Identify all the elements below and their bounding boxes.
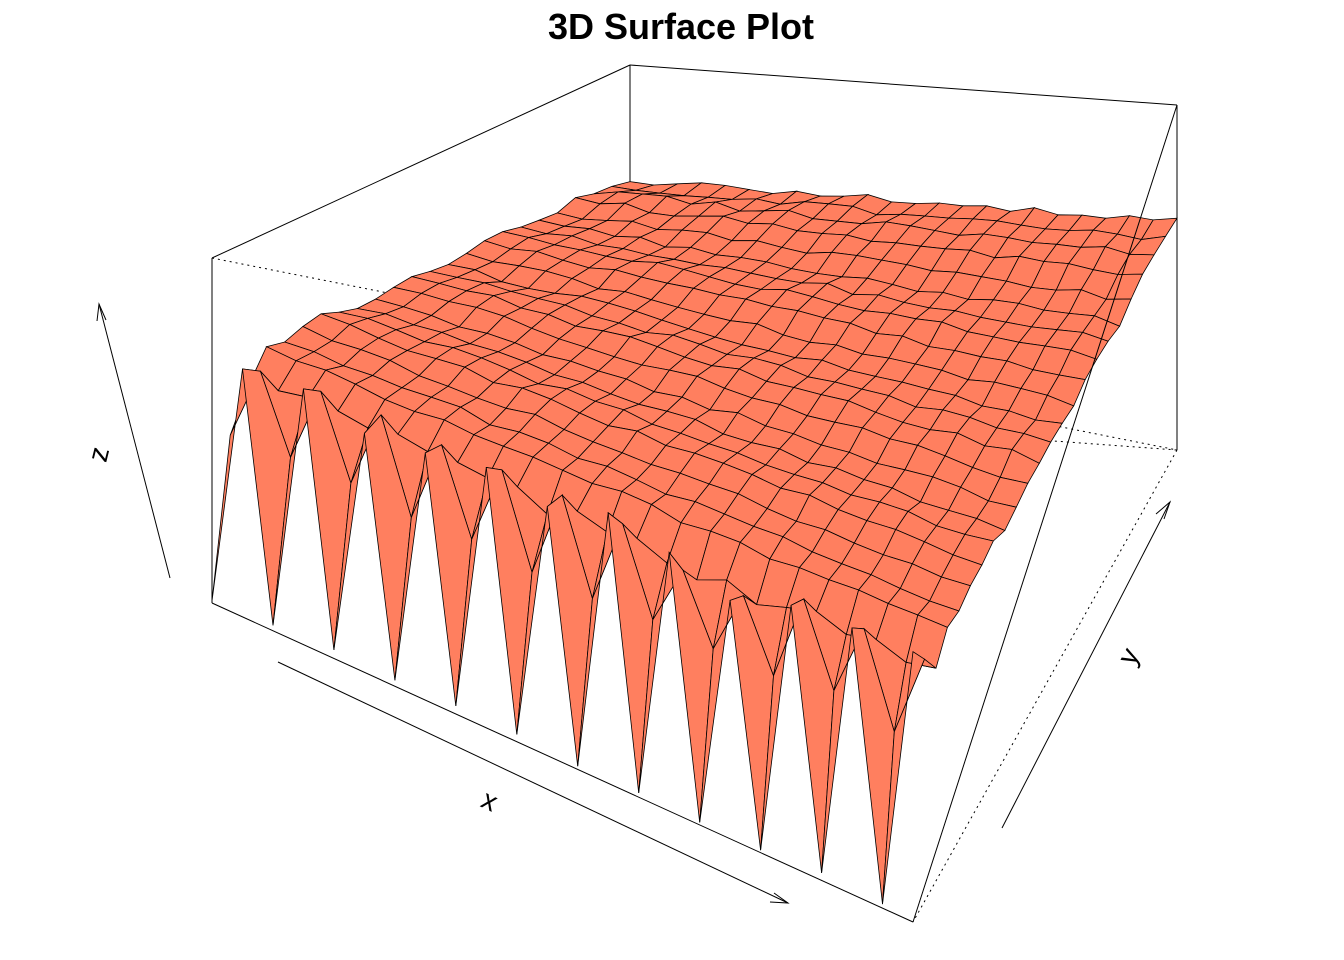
x-axis-line — [277, 661, 789, 904]
y-axis-label: y — [1111, 643, 1145, 670]
z-axis-label: z — [82, 444, 115, 465]
box-hidden-edge — [912, 449, 1178, 923]
bounding-box-front — [211, 104, 1178, 923]
box-edge — [912, 104, 1178, 923]
box-edge — [629, 64, 1178, 106]
box-hidden-edge — [211, 257, 1178, 451]
z-axis-arrowhead — [96, 302, 107, 322]
y-axis-arrowhead — [1155, 500, 1172, 520]
x-axis-arrowhead — [769, 892, 790, 904]
box-edge — [211, 602, 914, 923]
y-axis-line — [1001, 501, 1171, 829]
z-axis-line — [98, 303, 171, 579]
surface-facet — [882, 651, 925, 905]
surface-mesh — [211, 181, 1178, 905]
x-axis-label: x — [477, 783, 503, 817]
z-axis: z — [82, 302, 171, 579]
box-edge — [211, 64, 631, 259]
chart-title: 3D Surface Plot — [548, 6, 814, 47]
y-axis: y — [1001, 500, 1172, 829]
